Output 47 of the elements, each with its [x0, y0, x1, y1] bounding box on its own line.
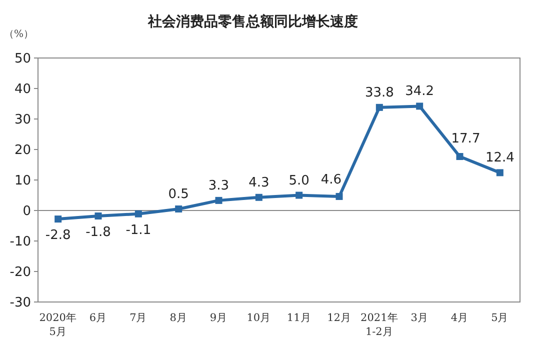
x-tick-label: 4月	[450, 312, 469, 324]
point	[54, 216, 62, 223]
chart-title: 社会消费品零售总额同比增长速度	[147, 13, 358, 30]
data-label: -1.8	[86, 224, 111, 240]
x-tick-label: 10月	[246, 312, 272, 324]
x-tick-label: 2020年 5月	[39, 312, 77, 338]
y-tick-label: 0	[22, 204, 31, 219]
x-tick-label: 6月	[89, 312, 108, 324]
y-tick-label: -30	[10, 296, 31, 310]
y-tick-label: 40	[14, 82, 31, 97]
data-label: 5.0	[288, 173, 310, 188]
y-tick-label: 20	[14, 143, 31, 158]
data-label: 4.3	[248, 175, 270, 190]
point	[456, 153, 464, 160]
point	[175, 205, 182, 212]
point	[416, 102, 424, 110]
data-label: 12.4	[485, 150, 514, 166]
point	[336, 192, 343, 200]
point	[296, 192, 303, 199]
x-tick-label: 7月	[130, 312, 148, 324]
x-tick-label: 9月	[210, 312, 228, 324]
y-tick-label: -10	[10, 234, 31, 250]
point	[134, 210, 142, 218]
y-axis-title: （%）	[4, 29, 34, 40]
data-label: -1.1	[126, 222, 152, 238]
point	[496, 169, 504, 176]
x-tick-label: 3月	[410, 312, 428, 324]
data-label: 4.6	[320, 172, 342, 188]
y-tick-label: -20	[10, 265, 31, 280]
point	[94, 212, 102, 220]
data-label: 3.3	[208, 178, 230, 194]
data-label: -2.8	[45, 228, 71, 244]
x-tick-label: 11月	[286, 312, 312, 324]
x-tick-label: 12月	[327, 312, 352, 324]
data-label: 17.7	[451, 132, 480, 147]
data-label: 33.8	[364, 85, 394, 100]
point	[215, 196, 222, 204]
point	[376, 104, 383, 111]
data-label: 34.2	[405, 84, 434, 100]
x-tick-label: 2021年 1-2月	[360, 312, 398, 338]
y-tick-label: 50	[14, 52, 31, 66]
data-label: 0.5	[168, 186, 189, 202]
point	[255, 194, 262, 201]
y-tick-label: 10	[14, 174, 31, 188]
y-tick-label: 30	[14, 112, 31, 128]
x-tick-label: 8月	[170, 312, 188, 324]
x-tick-label: 5月	[491, 312, 509, 324]
